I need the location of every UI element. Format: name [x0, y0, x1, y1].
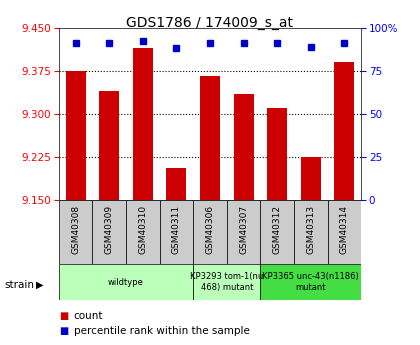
Text: GSM40307: GSM40307 — [239, 205, 248, 254]
FancyBboxPatch shape — [193, 200, 227, 264]
Text: percentile rank within the sample: percentile rank within the sample — [74, 326, 249, 336]
Text: wildtype: wildtype — [108, 277, 144, 287]
FancyBboxPatch shape — [126, 200, 160, 264]
Text: KP3365 unc-43(n1186)
mutant: KP3365 unc-43(n1186) mutant — [262, 272, 359, 292]
FancyBboxPatch shape — [294, 200, 328, 264]
Text: GSM40308: GSM40308 — [71, 205, 80, 254]
Bar — [301, 157, 321, 200]
Bar — [66, 71, 86, 200]
FancyBboxPatch shape — [92, 200, 126, 264]
FancyBboxPatch shape — [59, 264, 193, 300]
Text: GSM40309: GSM40309 — [105, 205, 114, 254]
Bar — [99, 91, 119, 200]
Text: ■: ■ — [59, 311, 68, 321]
Text: ■: ■ — [59, 326, 68, 336]
FancyBboxPatch shape — [193, 264, 260, 300]
FancyBboxPatch shape — [260, 264, 361, 300]
Bar — [200, 77, 220, 200]
Bar — [133, 48, 153, 200]
Text: GSM40314: GSM40314 — [340, 205, 349, 254]
FancyBboxPatch shape — [227, 200, 260, 264]
FancyBboxPatch shape — [160, 200, 193, 264]
Text: GSM40311: GSM40311 — [172, 205, 181, 254]
Bar — [334, 62, 354, 200]
Text: GDS1786 / 174009_s_at: GDS1786 / 174009_s_at — [126, 16, 294, 30]
Bar — [267, 108, 287, 200]
Bar — [234, 94, 254, 200]
Bar — [166, 168, 186, 200]
Text: GSM40306: GSM40306 — [205, 205, 215, 254]
FancyBboxPatch shape — [260, 200, 294, 264]
Text: ▶: ▶ — [36, 280, 43, 289]
FancyBboxPatch shape — [328, 200, 361, 264]
FancyBboxPatch shape — [59, 200, 92, 264]
Text: GSM40312: GSM40312 — [273, 205, 282, 254]
Text: GSM40313: GSM40313 — [306, 205, 315, 254]
Text: KP3293 tom-1(nu
468) mutant: KP3293 tom-1(nu 468) mutant — [190, 272, 263, 292]
Text: count: count — [74, 311, 103, 321]
Text: GSM40310: GSM40310 — [138, 205, 147, 254]
Text: strain: strain — [4, 280, 34, 289]
